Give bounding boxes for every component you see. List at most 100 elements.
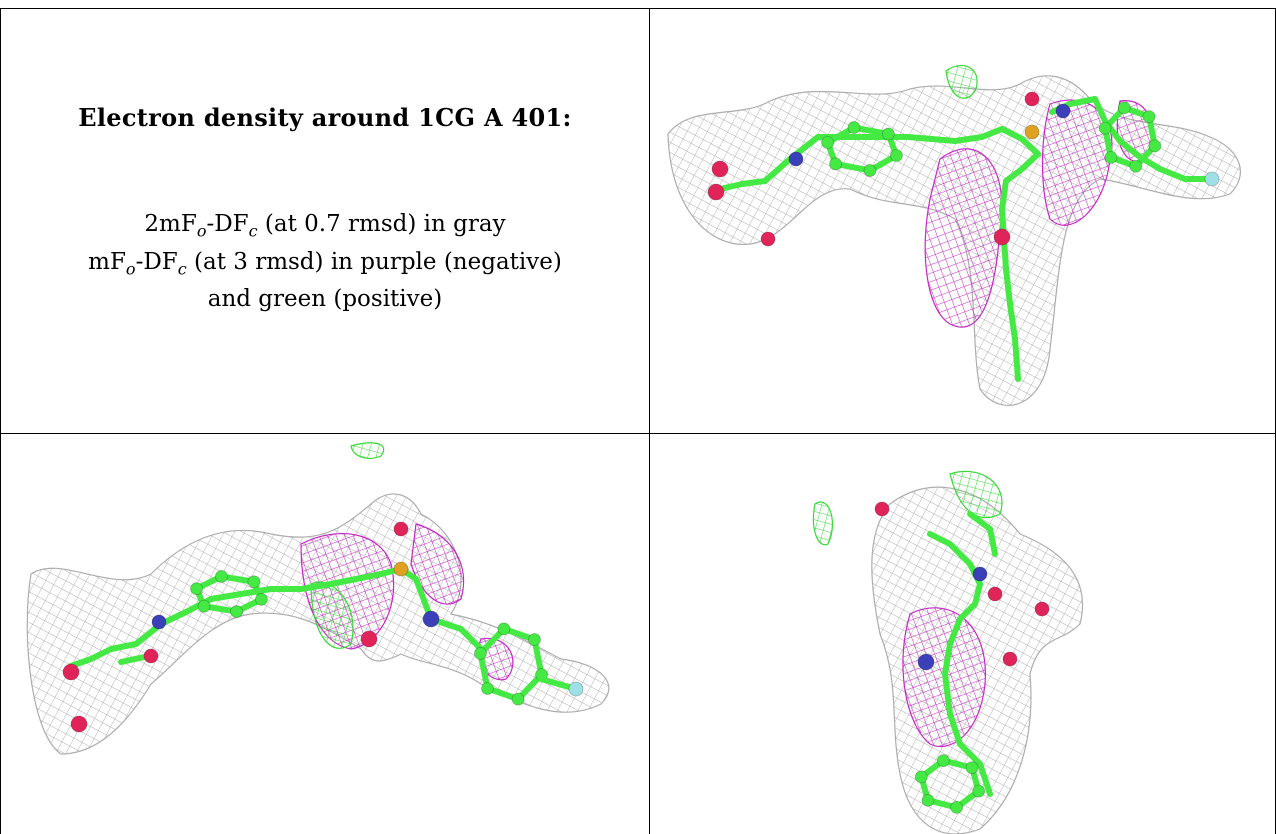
ligand-bond	[972, 581, 983, 607]
oxygen-atom	[360, 630, 378, 648]
legend-line-positive: and green (positive)	[207, 286, 443, 313]
phenyl-ring-carbon-atom	[528, 633, 541, 646]
ligand-bond	[947, 616, 963, 647]
oxygen-atom	[393, 521, 409, 537]
phenyl-ring-carbon-atom	[1129, 159, 1143, 173]
oxygen-atom	[711, 160, 729, 178]
phenyl-ring-carbon-atom	[1142, 110, 1156, 124]
mesh-positive	[812, 501, 834, 546]
ligand-bond	[942, 671, 953, 717]
table-border-top	[0, 8, 1276, 9]
view-bottom-right	[650, 434, 1275, 834]
phenyl-ring-carbon-atom	[511, 692, 525, 706]
nitrogen-atom	[1055, 103, 1071, 119]
oxygen-atom	[707, 183, 725, 201]
phenyl-ring-carbon-atom	[481, 682, 494, 695]
ligand-bond	[353, 571, 384, 582]
ligand-bond	[947, 711, 963, 747]
fluorine-atom	[1204, 171, 1220, 187]
phenyl-ring-carbon-atom	[1148, 139, 1162, 153]
phenyl-ring-carbon-atom	[1098, 121, 1112, 135]
oxygen-atom	[1002, 651, 1018, 667]
oxygen-atom	[143, 648, 159, 664]
oxygen-atom	[1034, 601, 1050, 617]
phenyl-ring-carbon-atom	[474, 646, 487, 660]
phenyl-ring-carbon-atom	[1104, 150, 1118, 164]
ligand-bond	[298, 581, 334, 592]
view-top-right	[650, 9, 1275, 433]
ligand-bond	[108, 641, 139, 652]
view-bottom-left	[1, 434, 649, 834]
oxygen-atom	[987, 586, 1003, 602]
ligand-bond	[929, 136, 958, 144]
ligand-bond	[1157, 166, 1188, 182]
benzene-ring-carbon-atom	[255, 592, 268, 606]
ligand-bond	[947, 541, 973, 567]
oxygen-atom	[874, 501, 890, 517]
ligand-bond	[927, 531, 953, 547]
ligand-bond	[999, 178, 1009, 212]
ligand-bond	[1019, 136, 1041, 157]
ligand-bond	[999, 126, 1025, 142]
benzene-ring-carbon-atom	[829, 157, 842, 171]
mesh-positive	[350, 442, 385, 459]
sulfur-atom	[1024, 124, 1040, 140]
nitrogen-atom	[422, 610, 440, 628]
ligand-bond	[1092, 96, 1108, 124]
benzene-ring-carbon-atom	[882, 127, 895, 141]
benzene-ring-carbon-atom	[889, 149, 903, 162]
density-render-bottom-left	[26, 442, 610, 755]
benzene-ring-carbon-atom	[247, 575, 261, 589]
ligand-bond	[717, 181, 745, 192]
phenyl-ring-carbon-atom	[936, 754, 950, 767]
benzene-ring-carbon-atom	[821, 136, 835, 149]
oxygen-atom	[760, 231, 776, 247]
phenyl-ring-carbon-atom	[497, 622, 511, 636]
ligand-bond	[905, 134, 935, 142]
phenyl-ring-carbon-atom	[921, 793, 935, 807]
density-render-top-right	[667, 64, 1241, 406]
nitrogen-atom	[788, 151, 804, 167]
mesh-positive	[949, 470, 1003, 519]
ligand-bond	[957, 741, 983, 767]
phenyl-ring-carbon-atom	[1117, 101, 1131, 115]
ligand-bond	[88, 646, 114, 662]
oxygen-atom	[993, 228, 1011, 246]
benzene-ring-carbon-atom	[197, 599, 211, 613]
nitrogen-atom	[972, 566, 988, 582]
ligand-bond	[458, 626, 484, 652]
table-border-mid	[649, 8, 650, 834]
mesh-negative	[924, 148, 1003, 328]
ligand-bond	[977, 761, 993, 797]
ligand-bond	[967, 511, 993, 532]
density-render-bottom-right	[812, 470, 1084, 834]
oxygen-atom	[1024, 91, 1040, 107]
ligand-bond	[1117, 138, 1143, 160]
phenyl-ring-carbon-atom	[914, 770, 928, 784]
benzene-ring-carbon-atom	[215, 570, 228, 583]
ligand-bond	[987, 526, 998, 557]
legend-line-fofc: mFo-DFc (at 3 rmsd) in purple (negative)	[88, 248, 562, 279]
phenyl-ring-carbon-atom	[950, 801, 964, 814]
fluorine-atom	[568, 681, 584, 697]
benzene-ring-carbon-atom	[190, 582, 203, 596]
oxygen-atom	[70, 715, 88, 733]
caption-cell: Electron density around 1CG A 401: 2mFo-…	[0, 9, 649, 433]
figure-title: Electron density around 1CG A 401:	[78, 103, 572, 132]
figure-legend: 2mFo-DFc (at 0.7 rmsd) in gray mFo-DFc (…	[0, 209, 649, 315]
benzene-ring-carbon-atom	[230, 605, 243, 618]
sulfur-atom	[393, 561, 409, 577]
ligand-bond	[979, 126, 1005, 140]
oxygen-atom	[62, 663, 80, 681]
ligand-bond	[328, 576, 359, 587]
ligand-bond	[739, 178, 768, 187]
ligand-bond	[952, 134, 985, 144]
ligand-bond	[762, 156, 793, 184]
ligand-bond	[1007, 301, 1018, 342]
table-row-divider	[0, 433, 1276, 434]
nitrogen-atom	[151, 614, 167, 630]
benzene-ring-carbon-atom	[847, 121, 861, 134]
benzene-ring-carbon-atom	[863, 164, 877, 177]
phenyl-ring-carbon-atom	[972, 784, 986, 798]
legend-line-2fofc: 2mFo-DFc (at 0.7 rmsd) in gray	[144, 211, 506, 241]
